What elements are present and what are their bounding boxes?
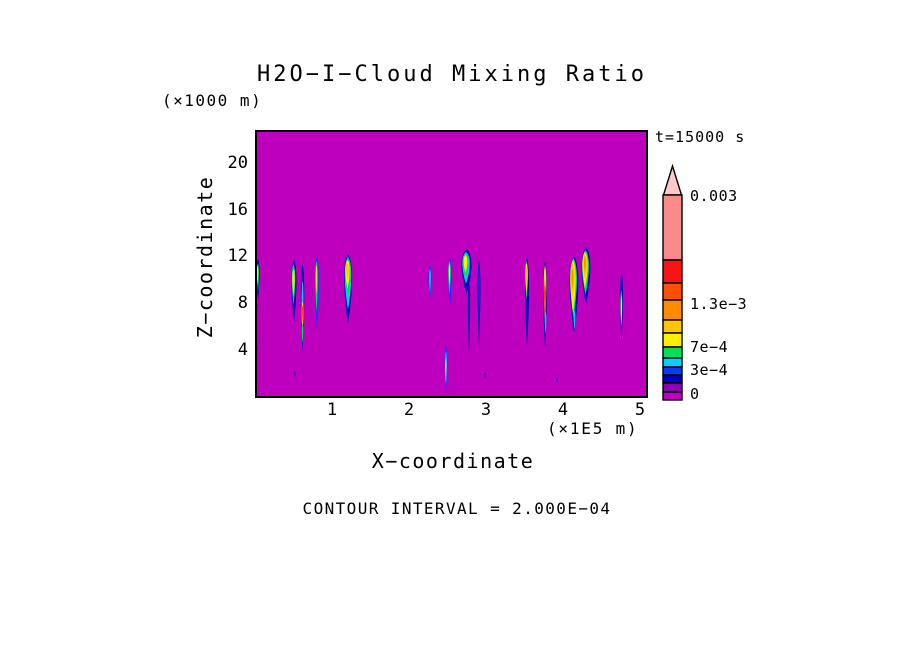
cloud-cell-l	[620, 271, 623, 343]
cloud-cell-g2	[477, 259, 481, 346]
y-tick-label: 8	[237, 292, 248, 313]
y-tick-label: 16	[227, 199, 248, 220]
colorbar-segment	[662, 259, 683, 284]
cloud-cell-e	[428, 265, 432, 300]
y-tick-label: 20	[227, 153, 248, 173]
x-tick-label: 5	[634, 400, 646, 420]
colorbar-segment	[662, 299, 683, 321]
colorbar-segment	[662, 366, 683, 376]
y-tick-label: 12	[227, 246, 248, 267]
x-tick-label: 1	[326, 400, 338, 420]
cloud-cell-k-right	[581, 247, 591, 305]
cloud-edge-tick-2	[257, 346, 259, 351]
colorbar-segment	[662, 332, 683, 348]
colorbar-level-label: 7e−4	[690, 338, 729, 356]
cloud-cell-g	[461, 249, 472, 353]
colorbar-level-label: 0	[690, 385, 700, 403]
colorbar-level-label: 0.003	[690, 187, 738, 205]
cloud-cell-h	[444, 345, 448, 391]
cloud-cell-f	[448, 258, 452, 306]
cloud-cell-b	[300, 263, 305, 353]
colorbar-segment	[662, 391, 683, 401]
cloud-cell-j	[543, 261, 547, 348]
cloud-speck-3	[556, 378, 558, 383]
colorbar-segment	[662, 357, 683, 368]
colorbar-level-label: 1.3e−3	[690, 295, 748, 313]
x-tick-label: 2	[403, 400, 415, 420]
contour-interval-label: CONTOUR INTERVAL = 2.000E−04	[302, 499, 612, 518]
colorbar-segment	[662, 282, 683, 301]
y-tick-label: 4	[237, 339, 248, 360]
cloud-edge-tick-1	[257, 304, 259, 311]
time-stamp-label: t=15000 s	[655, 128, 746, 146]
cloud-cell-d	[343, 254, 353, 324]
cloud-speck-2	[484, 372, 486, 378]
colorbar-arrow-icon	[662, 163, 683, 196]
y-axis-unit-label: (×1000 m)	[162, 91, 263, 110]
colorbar-segment	[662, 194, 683, 261]
cloud-cell-k-left	[569, 256, 579, 333]
cloud-cell-c	[314, 256, 320, 331]
cloud-speck-1	[294, 371, 296, 377]
colorbar-segment	[662, 346, 683, 359]
cloud-cell-a	[291, 259, 297, 323]
cloud-contours	[257, 132, 646, 396]
cloud-cell-left-edge	[257, 259, 260, 300]
colorbar-segment	[662, 374, 683, 384]
colorbar-segment	[662, 319, 683, 334]
contour-plot-area	[255, 130, 648, 398]
colorbar-level-label: 3e−4	[690, 361, 729, 379]
colorbar	[662, 163, 683, 401]
x-tick-label: 3	[480, 400, 492, 420]
x-tick-label: 4	[557, 400, 569, 420]
y-axis-title: Z−coordinate	[193, 175, 217, 339]
cloud-cell-i	[524, 257, 530, 346]
page-title: H2O−I−Cloud Mixing Ratio	[257, 62, 647, 87]
x-axis-unit-label: (×1E5 m)	[547, 419, 639, 438]
x-axis-title: X−coordinate	[371, 449, 535, 473]
colorbar-segment	[662, 382, 683, 393]
